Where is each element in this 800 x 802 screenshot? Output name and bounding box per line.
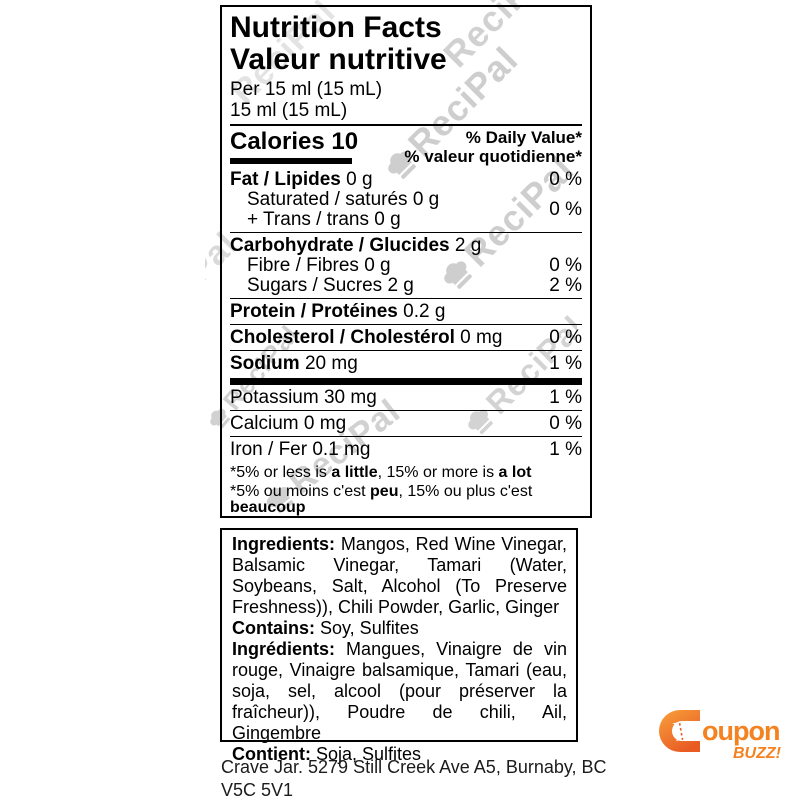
nutrient-row: Iron / Fer 0.1 mg 1 % [230, 436, 582, 460]
nutrition-facts-panel: Nutrition Facts Valeur nutritive Per 15 … [220, 5, 592, 518]
nutrient-row: Calcium 0 mg 0 % [230, 410, 582, 434]
daily-value-percent: 2 % [549, 275, 582, 296]
daily-value-percent: 1 % [549, 387, 582, 408]
nutrient-row: Sodium 20 mg 1 % [230, 350, 582, 374]
calories-row: Calories 10 % Daily Value* % valeur quot… [230, 128, 582, 166]
ingredients-section: Ingrédients: Mangues, Vinaigre de vin ro… [232, 639, 567, 743]
nutrient-row: Cholesterol / Cholestérol 0 mg 0 % [230, 324, 582, 348]
nutrition-title-fr: Valeur nutritive [230, 43, 447, 76]
coupon-buzz-logo: oupon BUZZ! [656, 702, 788, 762]
footnote-en: *5% or less is a little, 15% or more is … [230, 464, 532, 481]
serving-size-fr: 15 ml (15 mL) [230, 100, 348, 121]
logo-word-text: oupon [702, 716, 779, 746]
serving-size-en: Per 15 ml (15 mL) [230, 79, 383, 100]
daily-value-percent: 0 % [549, 413, 582, 434]
ingredients-section: Ingredients: Mangos, Red Wine Vinegar, B… [232, 534, 567, 617]
divider [230, 124, 582, 126]
daily-value-header-en: % Daily Value* [465, 128, 582, 147]
logo-c-mark [659, 710, 700, 752]
daily-value-percent: 1 % [549, 439, 582, 460]
daily-value-header-fr: % valeur quotidienne* [404, 147, 582, 166]
nutrient-subline: Saturated / saturés 0 g [247, 189, 440, 210]
ingredients-panel: Ingredients: Mangos, Red Wine Vinegar, B… [220, 528, 578, 764]
calories-value: Calories 10 [230, 128, 359, 155]
daily-value-percent: 0 % [549, 199, 582, 220]
nutrition-title-en: Nutrition Facts [230, 11, 442, 44]
nutrient-row: Protein / Protéines 0.2 g [230, 298, 582, 322]
address-line-1: Crave Jar. 5279 Still Creek Ave A5, Burn… [221, 757, 607, 777]
footnotes: *5% or less is a little, 15% or more is … [230, 465, 582, 516]
footnote-fr: *5% ou moins c'est peu, 15% ou plus c'es… [230, 483, 533, 516]
calories-underline-bar [230, 158, 352, 164]
daily-value-percent: 1 % [549, 353, 582, 374]
nutrient-row: Potassium 30 mg 1 % [230, 387, 582, 408]
logo-tagline-text: BUZZ! [733, 745, 782, 762]
thick-divider-bar [230, 378, 582, 385]
nutrient-row: Carbohydrate / Glucides 2 g [230, 232, 582, 256]
company-address: Crave Jar. 5279 Still Creek Ave A5, Burn… [221, 756, 607, 802]
address-line-2: V5C 5V1 [221, 780, 294, 800]
nutrient-subline: + Trans / trans 0 g [247, 209, 401, 230]
daily-value-percent: 0 % [549, 327, 582, 348]
ingredients-section: Contient: Soja, Sulfites [232, 744, 422, 764]
coupon-buzz-logo-graphic: oupon BUZZ! [659, 710, 782, 762]
nutrient-row: Saturated / saturés 0 g + Trans / trans 0… [230, 190, 582, 230]
daily-value-percent: 0 % [549, 169, 582, 190]
ingredients-section: Contains: Soy, Sulfites [232, 618, 419, 638]
daily-value-percent: 0 % [549, 255, 582, 276]
logo-ticket-icon [671, 720, 691, 742]
